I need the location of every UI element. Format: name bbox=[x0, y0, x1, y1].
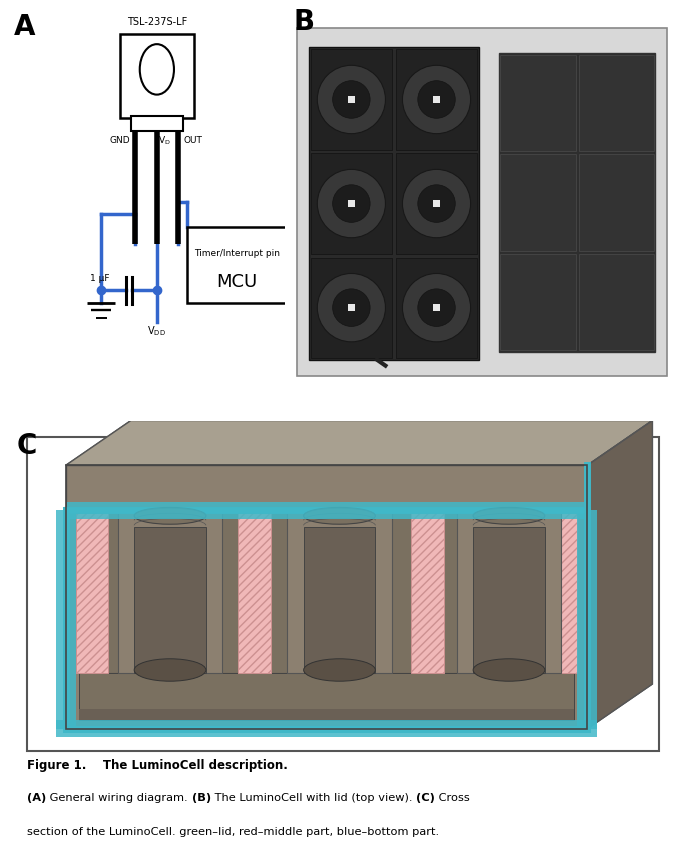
Bar bbox=[396, 257, 477, 357]
Bar bbox=[131, 116, 183, 131]
Text: The LuminoCell with lid (top view).: The LuminoCell with lid (top view). bbox=[210, 793, 416, 803]
Text: A: A bbox=[14, 13, 36, 40]
Bar bbox=[579, 155, 654, 251]
Circle shape bbox=[418, 288, 455, 326]
Text: C: C bbox=[17, 431, 37, 460]
Text: (A): (A) bbox=[27, 793, 46, 803]
Bar bbox=[348, 96, 354, 103]
Circle shape bbox=[317, 66, 386, 134]
Bar bbox=[311, 154, 392, 254]
Text: V$_\mathregular{DD}$: V$_\mathregular{DD}$ bbox=[147, 324, 166, 337]
Bar bbox=[75, 510, 108, 673]
Text: 1 μF: 1 μF bbox=[90, 273, 109, 283]
Text: Timer/Interrupt pin: Timer/Interrupt pin bbox=[194, 249, 280, 258]
Bar bbox=[66, 465, 587, 729]
Bar bbox=[56, 510, 75, 729]
Circle shape bbox=[333, 185, 370, 222]
Bar bbox=[287, 510, 392, 673]
Bar bbox=[311, 50, 392, 150]
Bar bbox=[66, 465, 587, 729]
Bar bbox=[579, 55, 654, 151]
Circle shape bbox=[317, 273, 386, 341]
Polygon shape bbox=[587, 420, 653, 729]
Bar bbox=[473, 527, 545, 673]
Text: TSL-237S-LF: TSL-237S-LF bbox=[127, 18, 187, 28]
Circle shape bbox=[418, 185, 455, 222]
Bar bbox=[118, 510, 222, 673]
Bar bbox=[79, 709, 574, 721]
Bar bbox=[56, 721, 597, 738]
Text: B: B bbox=[293, 8, 314, 36]
Ellipse shape bbox=[134, 659, 206, 681]
Bar bbox=[79, 510, 574, 673]
Bar bbox=[304, 527, 375, 673]
Polygon shape bbox=[66, 420, 653, 465]
Text: General wiring diagram.: General wiring diagram. bbox=[46, 793, 191, 803]
Bar bbox=[500, 55, 576, 151]
Polygon shape bbox=[587, 420, 653, 729]
Circle shape bbox=[418, 81, 455, 119]
Bar bbox=[120, 34, 194, 118]
Circle shape bbox=[403, 66, 471, 134]
Bar bbox=[545, 510, 577, 673]
Ellipse shape bbox=[473, 659, 545, 681]
Bar bbox=[348, 304, 354, 311]
Ellipse shape bbox=[134, 507, 206, 524]
Bar bbox=[309, 47, 479, 360]
Bar bbox=[238, 510, 271, 673]
Text: Figure 1.    The LuminoCell description.: Figure 1. The LuminoCell description. bbox=[27, 759, 288, 772]
Bar bbox=[433, 200, 440, 207]
Bar bbox=[187, 227, 287, 303]
Ellipse shape bbox=[473, 507, 545, 524]
Bar bbox=[433, 304, 440, 311]
Circle shape bbox=[333, 288, 370, 326]
Bar bbox=[311, 257, 392, 357]
Text: GND: GND bbox=[110, 136, 130, 145]
Ellipse shape bbox=[304, 507, 375, 524]
Bar bbox=[396, 50, 477, 150]
Bar bbox=[411, 510, 444, 673]
Circle shape bbox=[333, 81, 370, 119]
Polygon shape bbox=[66, 420, 653, 465]
Bar bbox=[500, 155, 576, 251]
Text: V$_\mathregular{D}$: V$_\mathregular{D}$ bbox=[158, 135, 171, 147]
Bar bbox=[577, 510, 597, 729]
Bar bbox=[500, 254, 576, 350]
Bar bbox=[348, 200, 354, 207]
Bar bbox=[67, 502, 586, 519]
Circle shape bbox=[317, 169, 386, 238]
Bar bbox=[579, 254, 654, 350]
Bar bbox=[499, 53, 655, 352]
Text: Cross: Cross bbox=[435, 793, 470, 803]
Text: MCU: MCU bbox=[216, 272, 257, 291]
Text: (C): (C) bbox=[416, 793, 435, 803]
Bar bbox=[457, 510, 561, 673]
Circle shape bbox=[403, 273, 471, 341]
Circle shape bbox=[140, 44, 174, 95]
Text: OUT: OUT bbox=[183, 136, 202, 145]
Bar bbox=[79, 673, 574, 721]
Ellipse shape bbox=[304, 659, 375, 681]
Bar bbox=[297, 28, 667, 375]
Bar bbox=[396, 154, 477, 254]
Bar bbox=[134, 527, 206, 673]
Text: (B): (B) bbox=[191, 793, 210, 803]
Text: section of the LuminoCell. green–lid, red–middle part, blue–bottom part.: section of the LuminoCell. green–lid, re… bbox=[27, 827, 439, 837]
Bar bbox=[433, 96, 440, 103]
Circle shape bbox=[403, 169, 471, 238]
